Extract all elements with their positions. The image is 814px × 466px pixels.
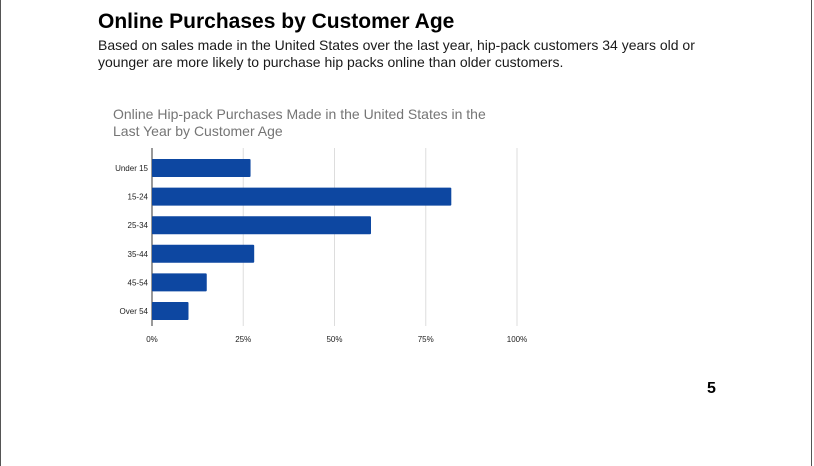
chart-title-line-2: Last Year by Customer Age bbox=[113, 123, 283, 139]
page-number: 5 bbox=[707, 380, 716, 397]
x-tick-label: 25% bbox=[235, 335, 251, 344]
x-tick-label: 0% bbox=[146, 335, 158, 344]
bar bbox=[152, 244, 255, 263]
bar bbox=[152, 273, 207, 292]
x-tick-label: 50% bbox=[326, 335, 342, 344]
x-tick-label: 100% bbox=[507, 335, 527, 344]
slide-subtitle: Based on sales made in the United States… bbox=[98, 37, 695, 70]
bar bbox=[152, 216, 371, 235]
category-label: 15-24 bbox=[128, 193, 149, 202]
category-labels: Under 15 15-24 25-34 35-44 45-54 Over 54 bbox=[115, 164, 148, 316]
category-label: 45-54 bbox=[128, 278, 149, 287]
category-label: Over 54 bbox=[120, 307, 149, 316]
bar bbox=[152, 187, 452, 206]
x-axis-ticks: 0% 25% 50% 75% 100% bbox=[146, 335, 527, 344]
x-tick-label: 75% bbox=[418, 335, 434, 344]
category-label: 25-34 bbox=[128, 221, 149, 230]
gridlines bbox=[151, 148, 518, 326]
chart-title-line-1: Online Hip-pack Purchases Made in the Un… bbox=[113, 106, 486, 122]
slide-title: Online Purchases by Customer Age bbox=[98, 10, 455, 33]
bar bbox=[152, 159, 251, 177]
bars bbox=[152, 159, 452, 320]
bar bbox=[152, 302, 189, 320]
category-label: 35-44 bbox=[128, 250, 149, 259]
category-label: Under 15 bbox=[115, 164, 148, 173]
